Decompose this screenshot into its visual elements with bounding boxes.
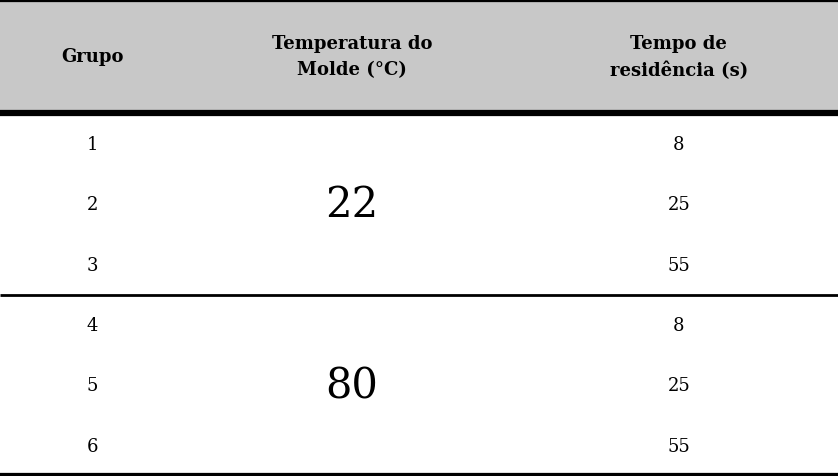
Text: 55: 55 xyxy=(667,256,691,274)
Text: 80: 80 xyxy=(325,365,379,407)
Text: 25: 25 xyxy=(667,196,691,214)
Text: 8: 8 xyxy=(673,135,685,153)
Text: 55: 55 xyxy=(667,437,691,455)
Text: 22: 22 xyxy=(325,184,379,226)
Bar xyxy=(0,0,838,114)
Text: 2: 2 xyxy=(86,196,98,214)
Text: Grupo: Grupo xyxy=(61,48,123,66)
Text: 8: 8 xyxy=(673,316,685,334)
Text: 4: 4 xyxy=(86,316,98,334)
Text: 3: 3 xyxy=(86,256,98,274)
Text: 25: 25 xyxy=(667,377,691,395)
Text: Tempo de
residência (s): Tempo de residência (s) xyxy=(610,35,747,79)
Text: Temperatura do
Molde (°C): Temperatura do Molde (°C) xyxy=(272,35,432,79)
Text: 5: 5 xyxy=(86,377,98,395)
Text: 1: 1 xyxy=(86,135,98,153)
Text: 6: 6 xyxy=(86,437,98,455)
